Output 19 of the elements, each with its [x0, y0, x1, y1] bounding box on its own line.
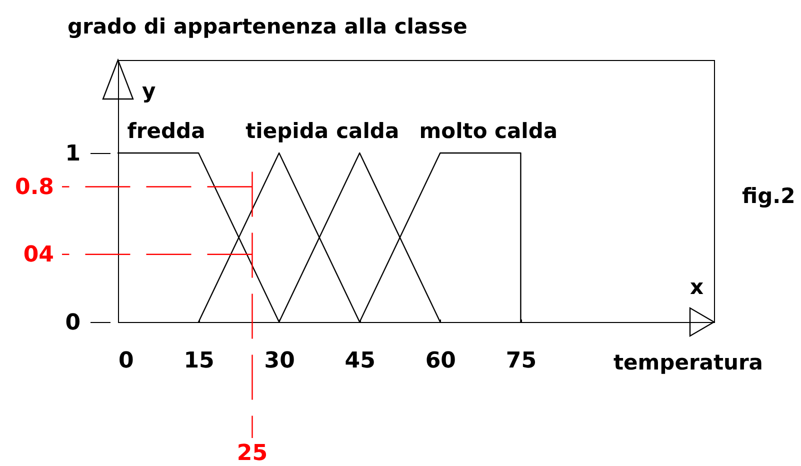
- annotation: x: [690, 275, 704, 299]
- ref-line-label: 25: [236, 441, 268, 466]
- series-label: calda: [336, 118, 400, 143]
- annotation: y: [142, 79, 156, 103]
- y-axis-title: grado di appartenenza alla classe: [68, 14, 468, 38]
- text: 04: [23, 242, 54, 268]
- series-label: tiepida: [246, 118, 329, 143]
- x-tick-label: 75: [506, 348, 537, 374]
- ref-line-label: 0.8: [15, 174, 54, 200]
- x-axis-title: temperatura: [614, 350, 763, 374]
- y-tick-label: 1: [65, 141, 80, 166]
- legend-label: fredda: [127, 118, 206, 143]
- x-tick-label: 30: [264, 348, 295, 374]
- caption: fig.2: [742, 184, 796, 208]
- series-label: molto calda: [419, 118, 558, 143]
- x-tick-label: 60: [425, 348, 456, 374]
- x-tick-label: 0: [118, 348, 134, 374]
- x-tick-label: 15: [184, 348, 214, 374]
- x-tick-label: 45: [344, 348, 376, 374]
